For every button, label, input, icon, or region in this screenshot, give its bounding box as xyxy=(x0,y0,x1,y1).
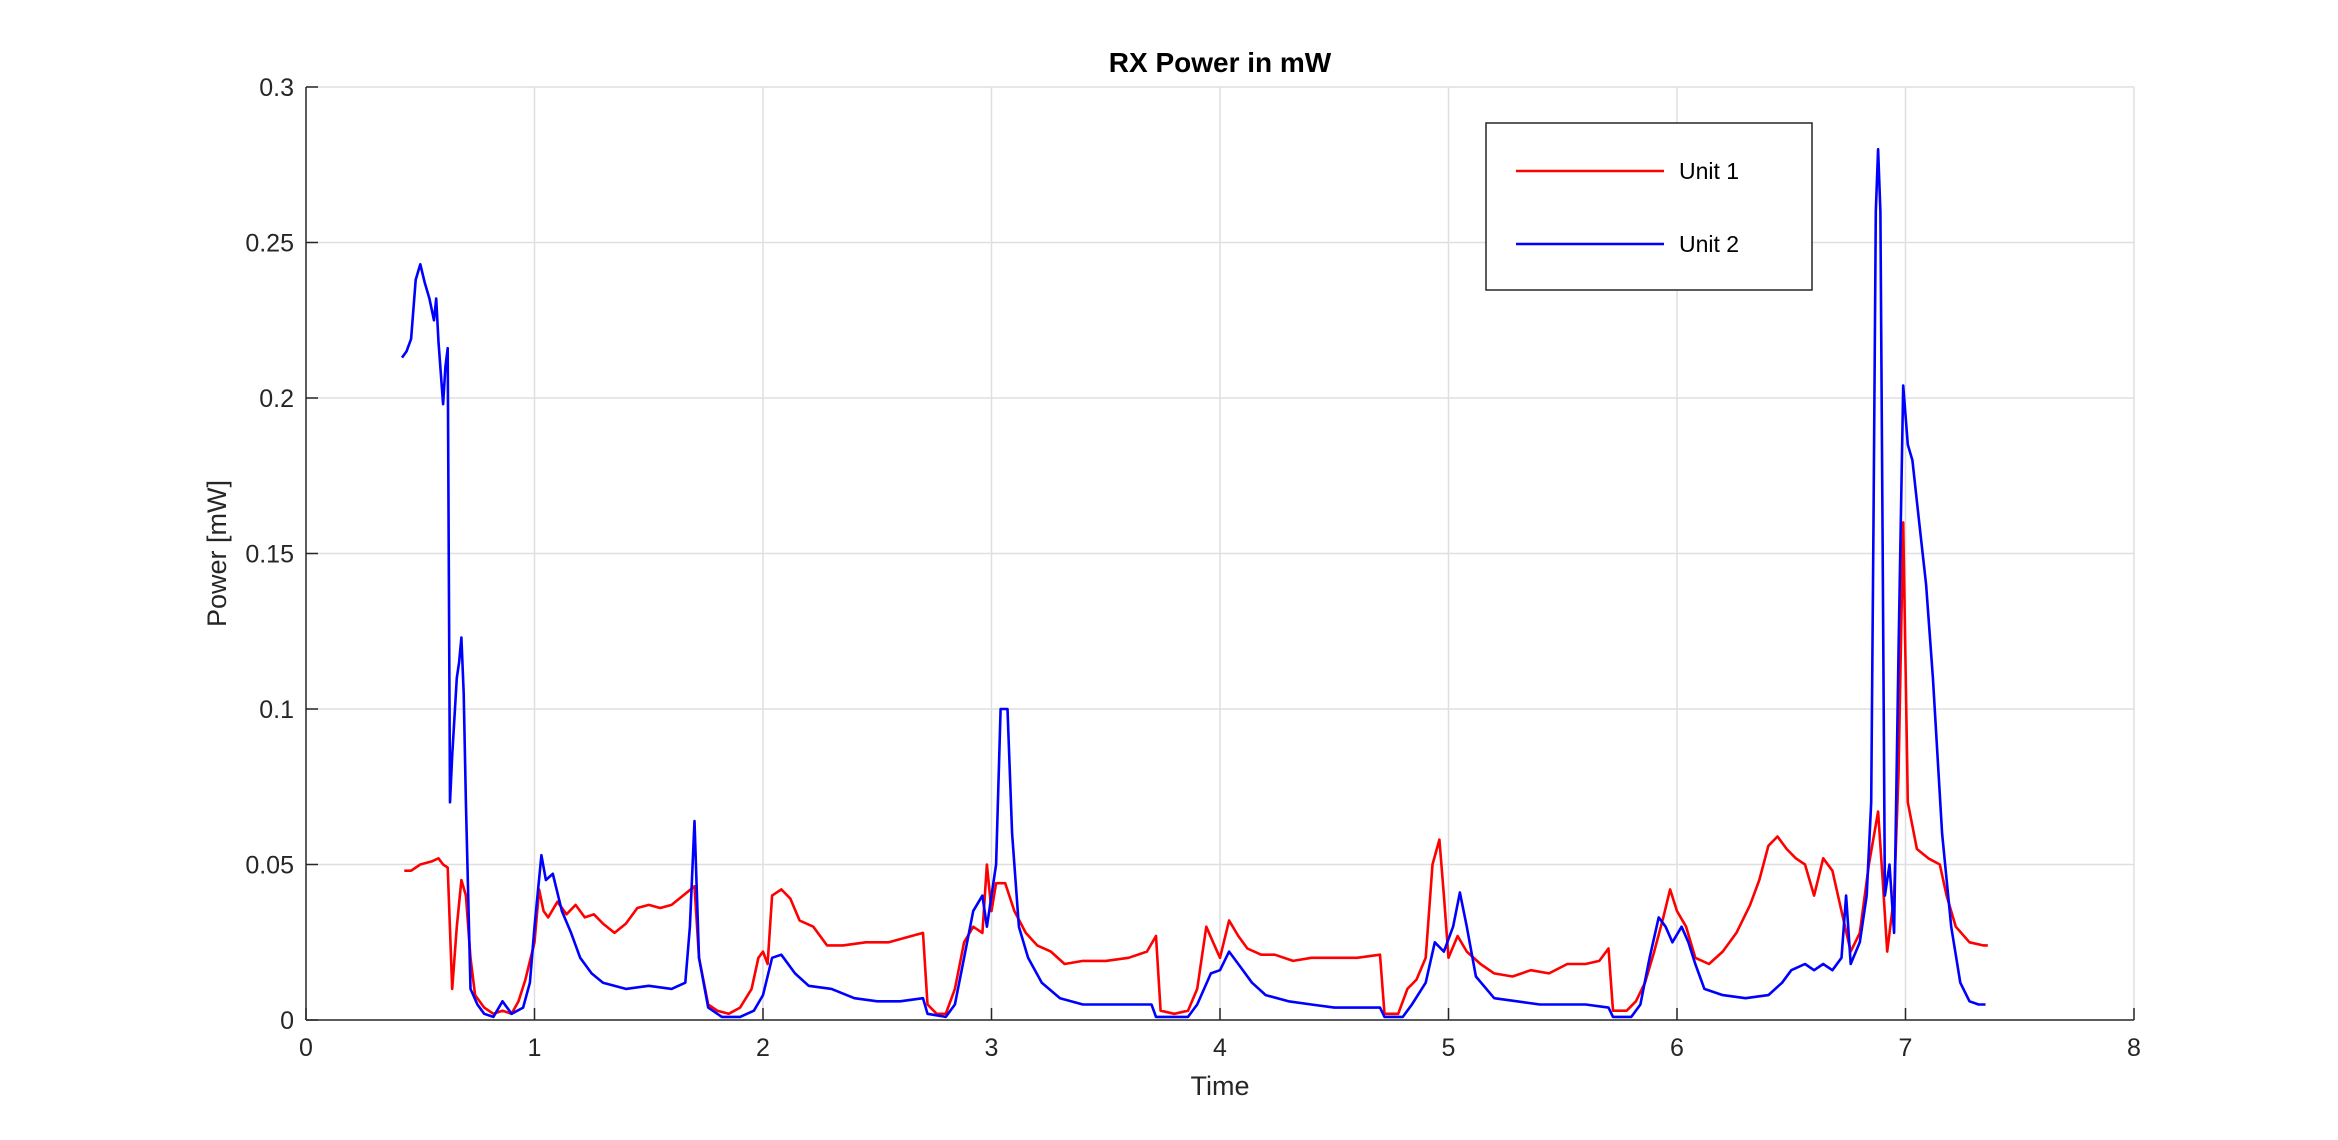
x-tick-label: 3 xyxy=(985,1034,999,1062)
x-tick-label: 5 xyxy=(1442,1034,1456,1062)
legend-label: Unit 2 xyxy=(1679,231,1739,257)
x-tick-label: 1 xyxy=(528,1034,542,1062)
x-tick-label: 2 xyxy=(756,1034,770,1062)
x-axis-label: Time xyxy=(1191,1071,1250,1101)
tick-marks: 0 1 2 3 4 5 6 7 8 0 0.05 0.1 0.15 0.2 0.25 0.3 xyxy=(245,74,2141,1062)
y-axis-label: Power [mW] xyxy=(202,480,232,627)
y-tick-label: 0 xyxy=(280,1007,294,1035)
y-tick-label: 0.1 xyxy=(259,696,294,724)
series-line-unit-1 xyxy=(404,521,1988,1016)
x-tick-label: 7 xyxy=(1899,1034,1913,1062)
legend-box xyxy=(1485,122,1813,291)
y-tick-label: 0.3 xyxy=(259,74,294,102)
x-tick-label: 0 xyxy=(299,1034,313,1062)
y-tick-label: 0.25 xyxy=(245,230,294,258)
series-line-unit-2 xyxy=(400,147,1986,1019)
x-tick-label: 6 xyxy=(1670,1034,1684,1062)
legend: Unit 1 Unit 2 xyxy=(1485,122,1813,291)
series-lines xyxy=(400,147,1988,1019)
y-tick-label: 0.2 xyxy=(259,385,294,413)
x-tick-label: 8 xyxy=(2127,1034,2141,1062)
y-tick-label: 0.05 xyxy=(245,852,294,880)
x-tick-label: 4 xyxy=(1213,1034,1227,1062)
y-tick-label: 0.15 xyxy=(245,541,294,569)
legend-label: Unit 1 xyxy=(1679,158,1739,184)
chart-title: RX Power in mW xyxy=(1109,47,1332,78)
